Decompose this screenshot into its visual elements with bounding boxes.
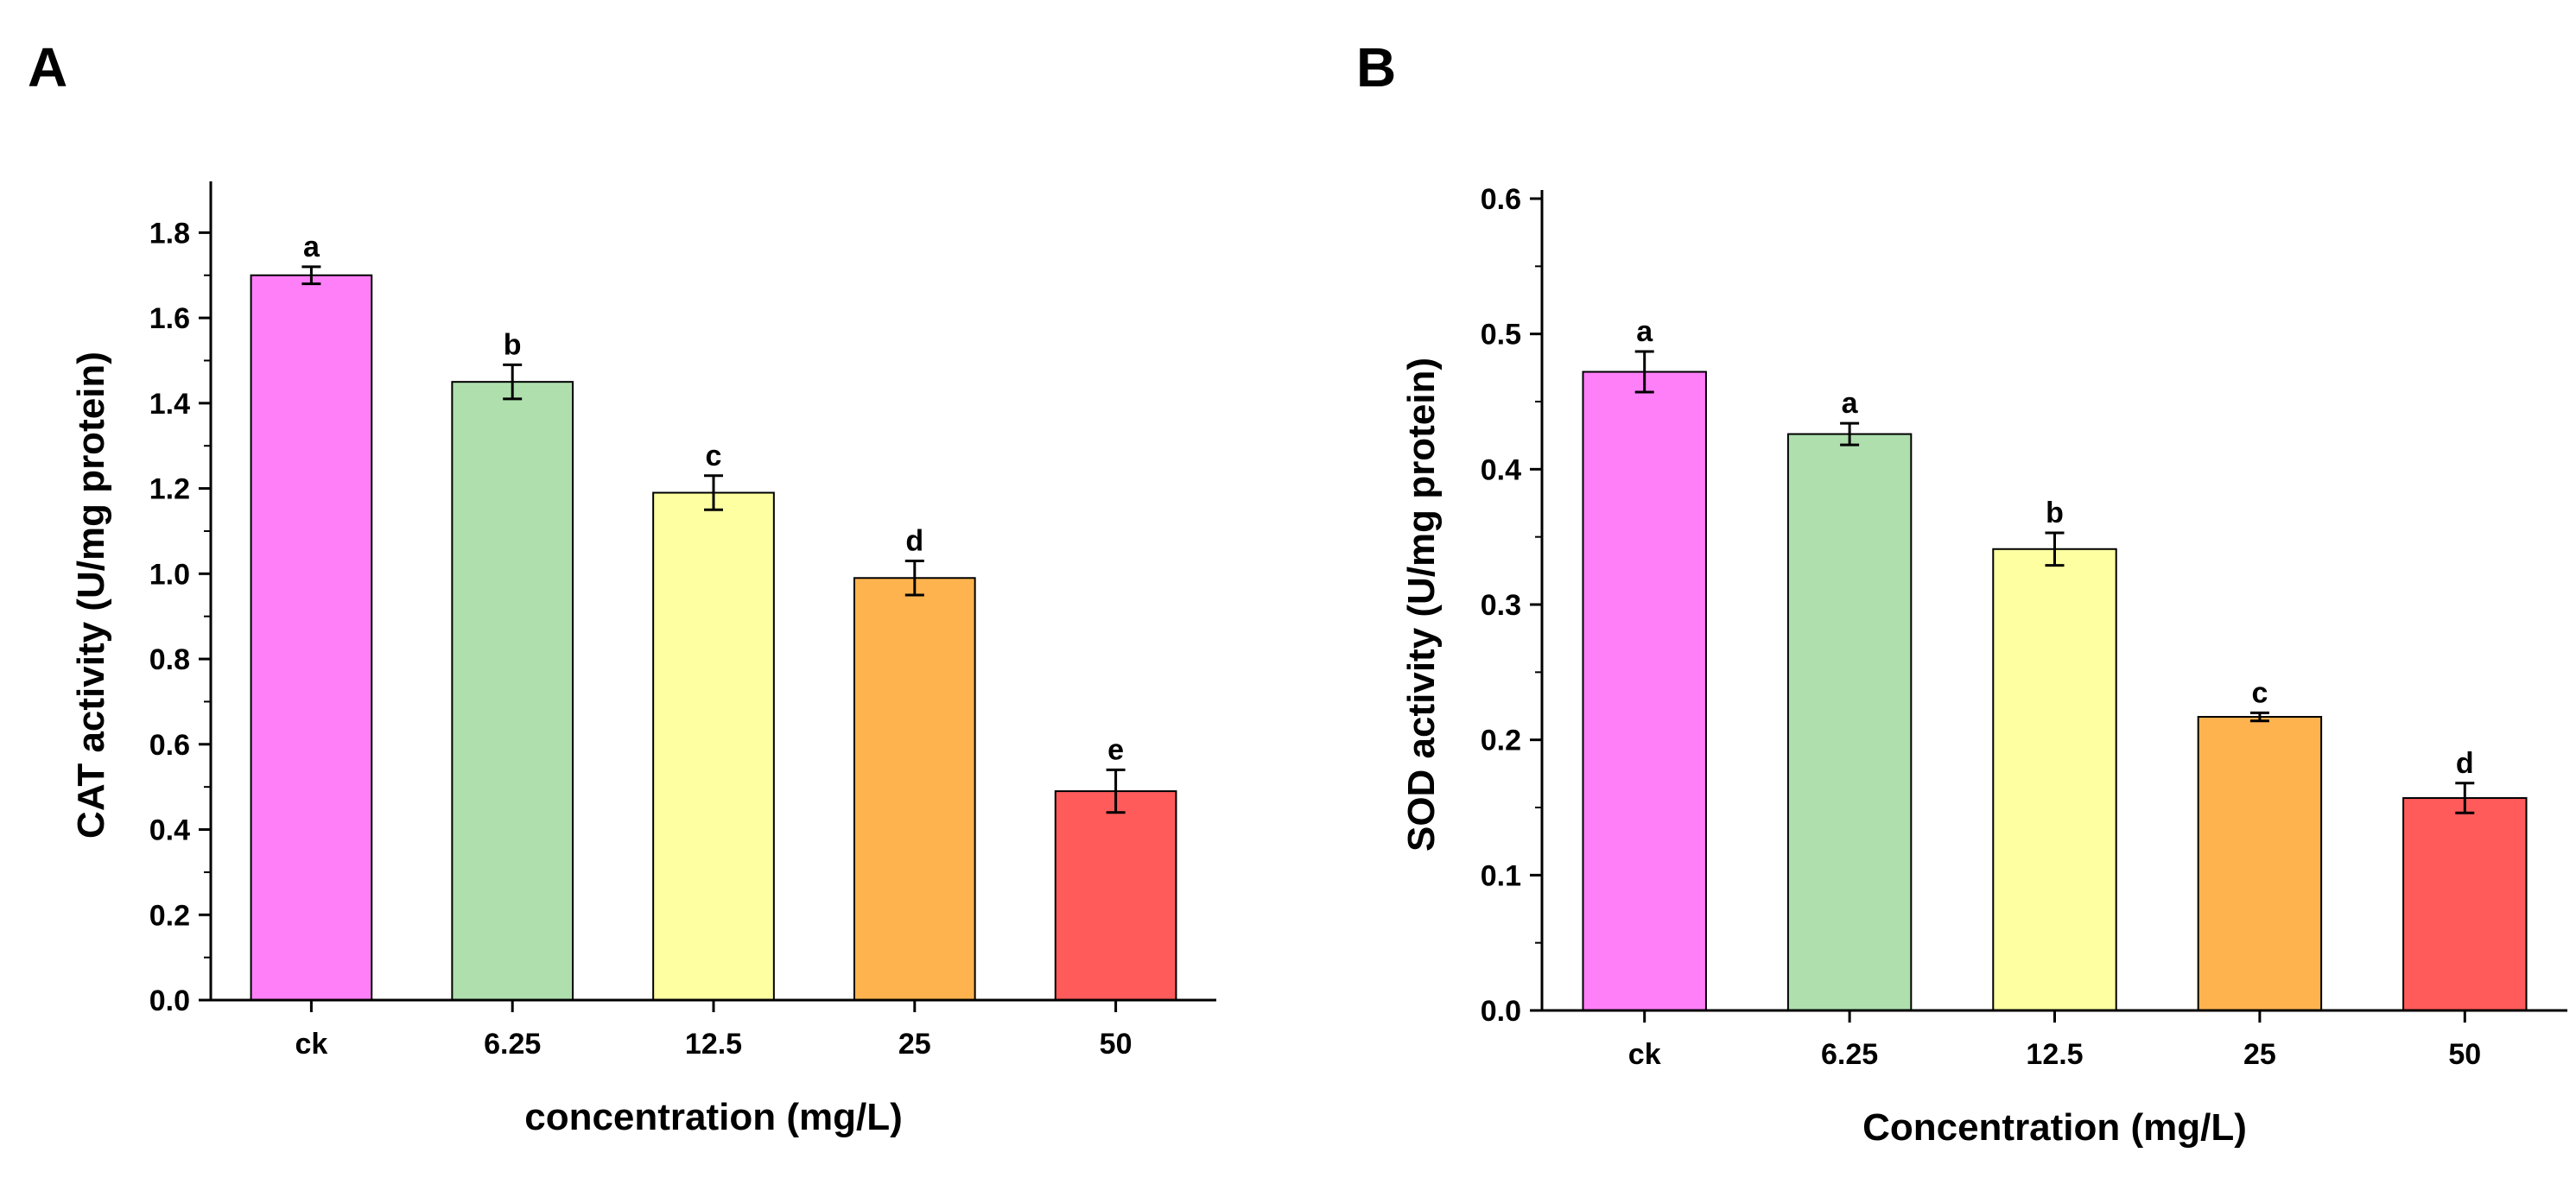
significance-letter: c: [2251, 676, 2268, 709]
y-tick-label: 1.4: [149, 388, 190, 421]
x-tick-label: 25: [898, 1028, 931, 1061]
y-axis-title: SOD activity (U/mg protein): [1400, 358, 1443, 852]
y-tick-label: 0.4: [1481, 453, 1521, 486]
significance-letter: a: [303, 231, 320, 263]
significance-letter: a: [1636, 315, 1653, 348]
y-tick-label: 1.0: [149, 558, 190, 591]
y-tick-label: 0.0: [1481, 995, 1521, 1028]
y-tick-label: 0.0: [149, 985, 190, 1017]
x-tick-label: 25: [2243, 1038, 2276, 1071]
x-tick-label: 12.5: [685, 1028, 742, 1061]
y-tick-label: 0.6: [149, 729, 190, 762]
bar: [250, 274, 373, 1002]
significance-letter: a: [1842, 387, 1859, 420]
significance-letter: d: [905, 525, 923, 558]
panel-label: A: [28, 36, 67, 98]
bar: [652, 491, 775, 1001]
bar: [2402, 797, 2528, 1011]
y-tick-label: 1.8: [149, 217, 190, 250]
y-tick-label: 0.3: [1481, 589, 1521, 622]
y-tick-label: 0.8: [149, 643, 190, 676]
bar: [451, 381, 574, 1001]
bar: [853, 577, 976, 1001]
bar: [1786, 433, 1913, 1012]
y-axis-title: CAT activity (U/mg protein): [70, 352, 112, 839]
x-tick-label: 50: [1100, 1028, 1133, 1061]
significance-letter: b: [2046, 497, 2064, 529]
x-tick-label: 6.25: [1821, 1038, 1878, 1071]
x-tick-label: ck: [295, 1028, 327, 1061]
x-tick-label: 6.25: [484, 1028, 541, 1061]
significance-letter: e: [1107, 733, 1124, 766]
x-tick-label: 12.5: [2026, 1038, 2083, 1071]
y-tick-label: 0.6: [1481, 183, 1521, 216]
significance-letter: c: [706, 440, 722, 472]
significance-letter: b: [504, 328, 522, 361]
bar: [1992, 548, 2117, 1011]
bar: [2197, 716, 2323, 1011]
y-tick-label: 0.2: [149, 899, 190, 932]
significance-letter: d: [2456, 747, 2474, 780]
x-tick-label: ck: [1628, 1038, 1661, 1071]
y-tick-label: 1.2: [149, 473, 190, 506]
y-tick-label: 0.5: [1481, 319, 1521, 352]
panel-b-chart: Ba ck a 6.25 b 12.5 c 25 d 50 0.0 0.1 0.2 0.3 0.4 0.5 0.…: [1356, 36, 2567, 1149]
x-axis-title: Concentration (mg/L): [1862, 1106, 2247, 1149]
y-tick-label: 0.1: [1481, 859, 1521, 892]
y-tick-label: 0.2: [1481, 725, 1521, 757]
y-tick-label: 0.4: [149, 814, 190, 847]
bar: [1582, 370, 1707, 1011]
x-axis-title: concentration (mg/L): [524, 1096, 903, 1138]
panel-label: B: [1356, 36, 1396, 98]
bar: [1054, 790, 1177, 1001]
y-tick-label: 1.6: [149, 302, 190, 335]
x-tick-label: 50: [2448, 1038, 2481, 1071]
panel-a-chart: Aa ck b 6.25 c 12.5 d 25 e 50 0.0 0.2 0.4 0.6 0.8 1.0 1.…: [28, 36, 1216, 1138]
